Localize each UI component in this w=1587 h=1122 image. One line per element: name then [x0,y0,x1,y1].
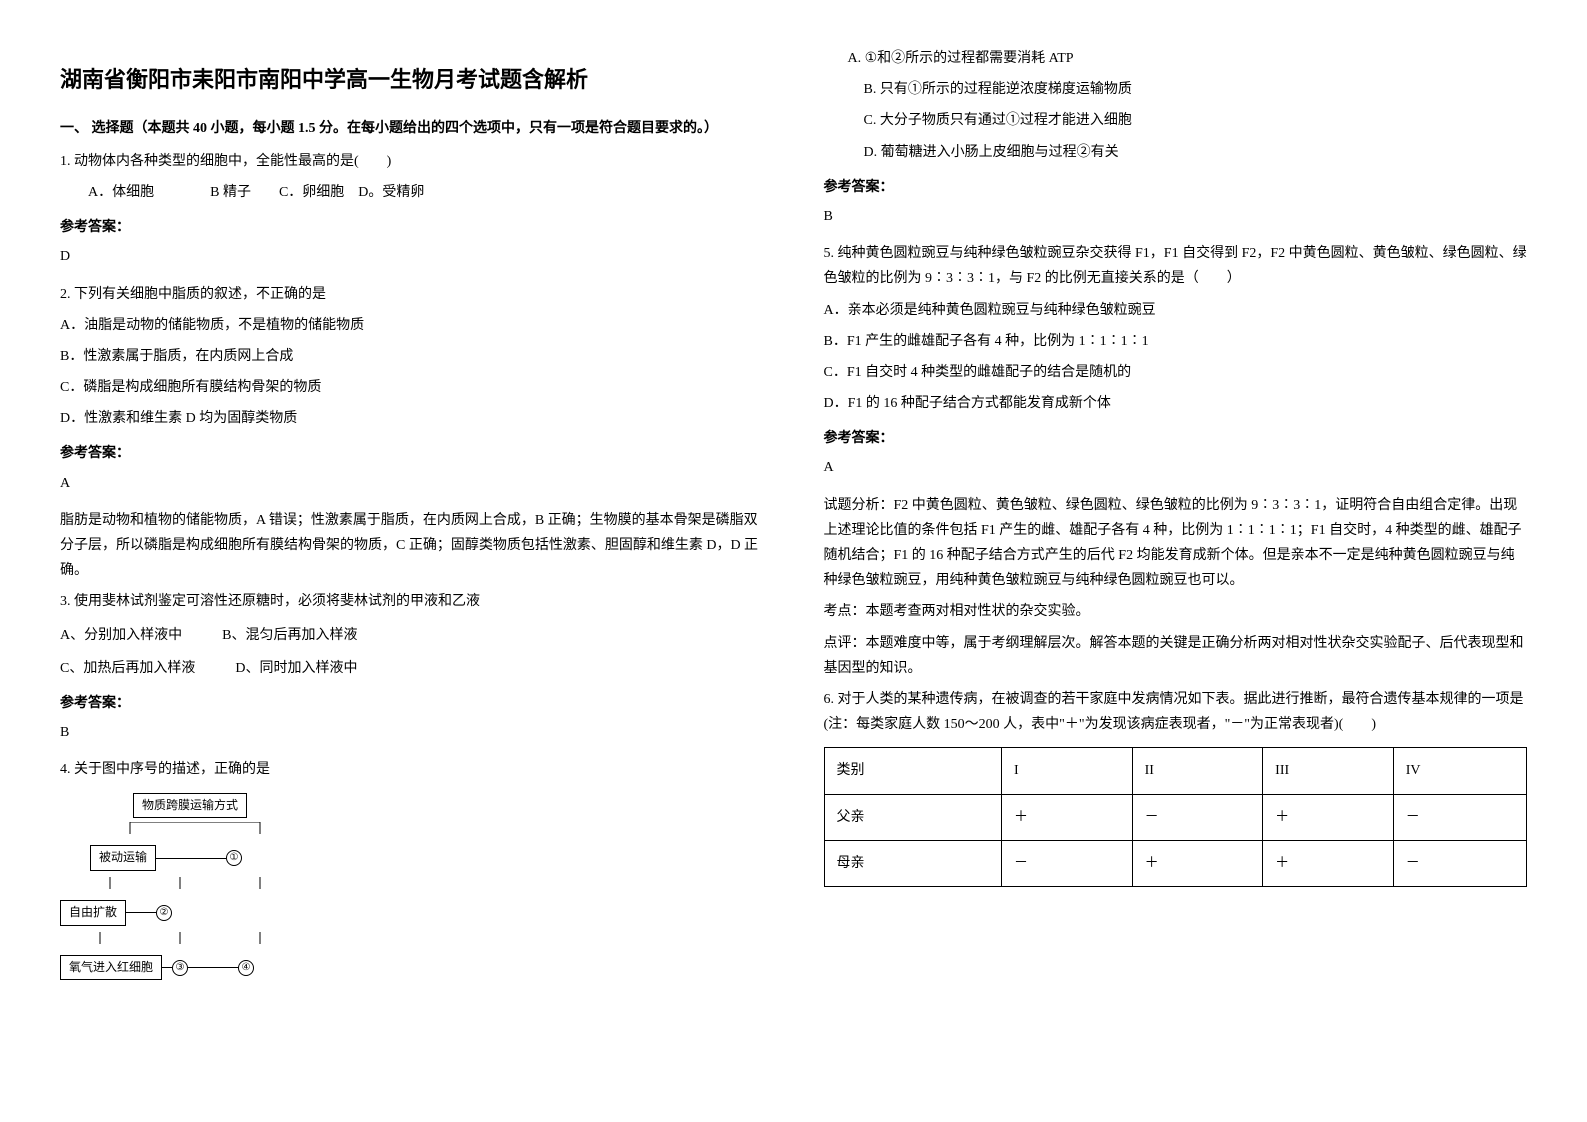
question-2-option-b: B．性激素属于脂质，在内质网上合成 [60,344,764,369]
diagram-box-oxygen: 氧气进入红细胞 [60,955,162,981]
question-3-options-row1: A、分别加入样液中 B、混匀后再加入样液 [60,623,764,648]
question-6-stem: 6. 对于人类的某种遗传病，在被调查的若干家庭中发病情况如下表。据此进行推断，最… [824,687,1528,737]
question-5-option-d: D．F1 的 16 种配子结合方式都能发育成新个体 [824,391,1528,416]
table-header: IV [1393,748,1526,794]
table-cell: － [1001,840,1132,886]
question-3-option-d: D、同时加入样液中 [235,656,357,681]
diagram-connector-icon [60,822,320,834]
answer-label: 参考答案： [824,175,1528,200]
table-cell: ＋ [1263,840,1394,886]
answer-label: 参考答案： [60,691,764,716]
table-cell: ＋ [1263,794,1394,840]
question-4-option-d: D. 葡萄糖进入小肠上皮细胞与过程②有关 [824,140,1528,165]
question-1-answer: D [60,244,764,269]
question-2-stem: 2. 下列有关细胞中脂质的叙述，不正确的是 [60,282,764,307]
left-column: 湖南省衡阳市耒阳市南阳中学高一生物月考试题含解析 一、 选择题（本题共 40 小… [60,40,764,990]
diagram-circle-1: ① [226,850,242,866]
diagram-box-diffusion: 自由扩散 [60,900,126,926]
question-5-option-a: A．亲本必须是纯种黄色圆粒豌豆与纯种绿色皱粒豌豆 [824,298,1528,323]
table-row: 母亲 － ＋ ＋ － [824,840,1527,886]
table-cell: ＋ [1132,840,1263,886]
diagram-connector-icon [60,877,320,889]
question-5-explanation-3: 点评：本题难度中等，属于考纲理解层次。解答本题的关键是正确分析两对相对性状杂交实… [824,631,1528,681]
table-cell: 父亲 [824,794,1001,840]
question-1-options: A．体细胞 B 精子 C．卵细胞 D。受精卵 [60,180,764,205]
question-4-option-c: C. 大分子物质只有通过①过程才能进入细胞 [824,108,1528,133]
diagram-circle-2: ② [156,905,172,921]
question-5-explanation-2: 考点：本题考查两对相对性状的杂交实验。 [824,599,1528,624]
question-2-explanation: 脂肪是动物和植物的储能物质，A 错误；性激素属于脂质，在内质网上合成，B 正确；… [60,508,764,584]
question-3-stem: 3. 使用斐林试剂鉴定可溶性还原糖时，必须将斐林试剂的甲液和乙液 [60,589,764,614]
question-3-answer: B [60,720,764,745]
table-cell: ＋ [1001,794,1132,840]
question-2-answer: A [60,471,764,496]
diagram-connector-icon [60,932,320,944]
question-5-answer: A [824,455,1528,480]
question-5-explanation-1: 试题分析：F2 中黄色圆粒、黄色皱粒、绿色圆粒、绿色皱粒的比例为 9∶3∶3∶1… [824,493,1528,594]
table-header: 类别 [824,748,1001,794]
page-title: 湖南省衡阳市耒阳市南阳中学高一生物月考试题含解析 [60,60,764,100]
diagram-circle-4: ④ [238,960,254,976]
question-2-option-d: D．性激素和维生素 D 均为固醇类物质 [60,406,764,431]
question-3-option-b: B、混匀后再加入样液 [222,623,357,648]
table-cell: － [1393,840,1526,886]
table-row: 父亲 ＋ － ＋ － [824,794,1527,840]
table-header: III [1263,748,1394,794]
table-cell: 母亲 [824,840,1001,886]
question-2-option-c: C．磷脂是构成细胞所有膜结构骨架的物质 [60,375,764,400]
table-cell: － [1393,794,1526,840]
answer-label: 参考答案： [824,426,1528,451]
question-4-diagram: 物质跨膜运输方式 被动运输 ① 自由扩散 ② [60,793,764,981]
diagram-top-box: 物质跨膜运输方式 [133,793,247,819]
question-5-option-c: C．F1 自交时 4 种类型的雌雄配子的结合是随机的 [824,360,1528,385]
question-3-options-row2: C、加热后再加入样液 D、同时加入样液中 [60,656,764,681]
question-6-table: 类别 I II III IV 父亲 ＋ － ＋ － 母亲 － ＋ ＋ － [824,747,1528,887]
question-3-option-c: C、加热后再加入样液 [60,656,195,681]
question-4-answer: B [824,204,1528,229]
page-container: 湖南省衡阳市耒阳市南阳中学高一生物月考试题含解析 一、 选择题（本题共 40 小… [60,40,1527,990]
table-cell: － [1132,794,1263,840]
question-2-option-a: A．油脂是动物的储能物质，不是植物的储能物质 [60,313,764,338]
question-5-stem: 5. 纯种黄色圆粒豌豆与纯种绿色皱粒豌豆杂交获得 F1，F1 自交得到 F2，F… [824,241,1528,291]
diagram-box-passive: 被动运输 [90,845,156,871]
question-4-option-b: B. 只有①所示的过程能逆浓度梯度运输物质 [824,77,1528,102]
table-header: I [1001,748,1132,794]
table-row: 类别 I II III IV [824,748,1527,794]
answer-label: 参考答案： [60,441,764,466]
question-3-option-a: A、分别加入样液中 [60,623,182,648]
section-1-heading: 一、 选择题（本题共 40 小题，每小题 1.5 分。在每小题给出的四个选项中，… [60,116,764,141]
answer-label: 参考答案： [60,215,764,240]
question-1-stem: 1. 动物体内各种类型的细胞中，全能性最高的是( ) [60,149,764,174]
table-header: II [1132,748,1263,794]
diagram-circle-3: ③ [172,960,188,976]
right-column: A. ①和②所示的过程都需要消耗 ATP B. 只有①所示的过程能逆浓度梯度运输… [824,40,1528,990]
question-5-option-b: B．F1 产生的雌雄配子各有 4 种，比例为 1∶1∶1∶1 [824,329,1528,354]
question-4-stem: 4. 关于图中序号的描述，正确的是 [60,757,764,782]
question-4-option-a: A. ①和②所示的过程都需要消耗 ATP [824,46,1528,71]
